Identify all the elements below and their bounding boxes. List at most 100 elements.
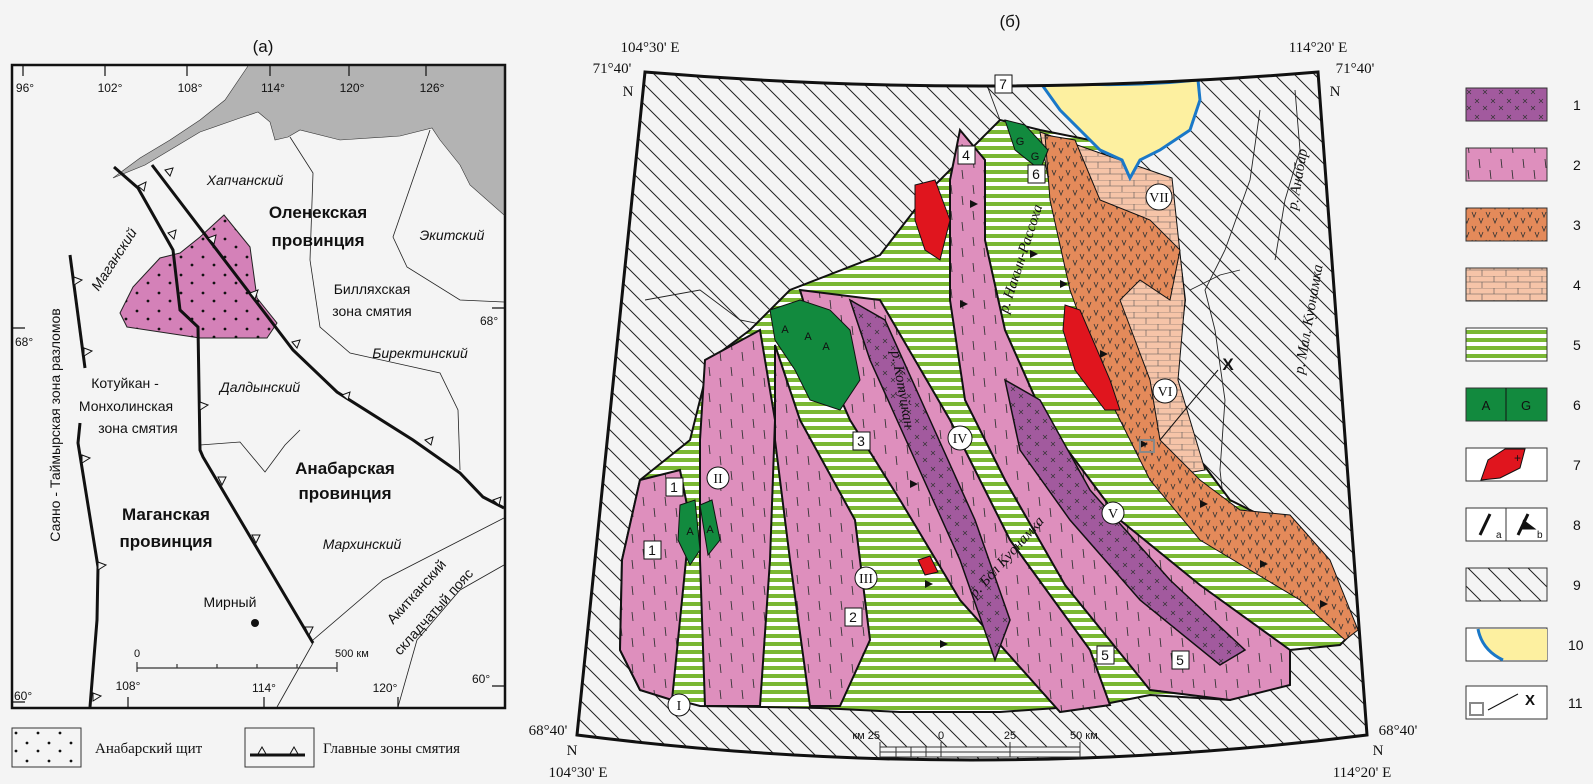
terrane-label: I [677, 699, 682, 714]
lat-tick-label: 60° [472, 672, 490, 686]
boxed-number: 5 [1176, 652, 1184, 668]
legend-number: 2 [1573, 157, 1581, 173]
label-daldynsky: Далдынский [218, 379, 301, 395]
boxed-number: 1 [670, 479, 678, 495]
unit-6-green-bodies [677, 119, 1049, 567]
label-olenek: Оленекская [269, 203, 367, 222]
boxed-number: 2 [849, 609, 857, 625]
legend-x: X [1525, 692, 1535, 709]
fault-icon [1478, 513, 1492, 536]
lon-tick-label: 108° [116, 679, 141, 693]
body-letter: A [804, 331, 812, 343]
coord-bl-n: N [567, 743, 578, 759]
sample-square-icon [1139, 439, 1155, 453]
scale-end: 500 км [335, 648, 369, 660]
lon-tick-label: 108° [178, 81, 203, 95]
terrane-label: III [859, 572, 873, 587]
legend-item-4: 4 [1465, 267, 1581, 302]
lon-tick-label: 126° [420, 81, 445, 95]
legend-item-9: 9 [1465, 567, 1581, 602]
terrane-VII: VII [1145, 183, 1173, 211]
terrane-label: IV [953, 432, 968, 447]
arrow-icon [1487, 693, 1519, 711]
body-letter: G [1031, 151, 1040, 163]
coord-br-lat: 68°40' [1379, 723, 1418, 739]
lon-tick-label: 102° [98, 81, 123, 95]
scale-mid: 25 [1004, 730, 1016, 742]
label-anabar: провинция [298, 484, 391, 503]
body-letter: A [822, 341, 830, 353]
label-olenek: провинция [271, 231, 364, 250]
boxed-number: 1 [648, 542, 656, 558]
boxed-unit-numbers: 7 4 6 3 1 1 2 5 5 [643, 74, 1190, 670]
boxed-number: 7 [999, 76, 1007, 92]
legend-number: 1 [1573, 97, 1581, 113]
coord-bl-lat: 68°40' [529, 723, 568, 739]
lon-labels-top: 96° 102° 108° 114° 120° 126° 108° 114° 1… [14, 81, 498, 703]
scale-zero: 0 [938, 730, 944, 742]
label-anabar: Анабарская [295, 459, 395, 478]
legend-item-5: 5 [1465, 327, 1581, 362]
terrane-IV: IV [947, 425, 973, 451]
legend-item-3: 3 [1465, 207, 1581, 242]
terrane-labels: I II III IV V VI VII [667, 183, 1178, 717]
scale-end: 50 км [1070, 730, 1098, 742]
lat-tick-label: 60° [14, 689, 32, 703]
label-magan: провинция [119, 532, 212, 551]
sample-location: X [1139, 355, 1234, 453]
legend-number: 6 [1573, 397, 1581, 413]
panel-a: (а) [10, 37, 507, 768]
legend-number: 10 [1568, 637, 1584, 653]
panel-a-frame [10, 63, 507, 710]
legend-number: 3 [1573, 217, 1581, 233]
map-frame [575, 70, 1369, 762]
legend-item-11: X 11 [1465, 685, 1583, 720]
sea-area [112, 65, 505, 216]
label-mirny: Мирный [204, 594, 257, 610]
legend-item-8: a b 8 [1465, 507, 1581, 542]
terrane-III: III [854, 566, 878, 590]
terrane-label: VII [1149, 191, 1169, 206]
shield-dots [120, 215, 277, 338]
lon-tick-label: 120° [373, 681, 398, 695]
coord-tl-n: N [623, 84, 634, 100]
legend-item-1: 1 [1465, 87, 1581, 122]
coord-tl-lat: 71°40' [593, 61, 632, 77]
label-birektinsky: Биректинский [372, 345, 468, 361]
thrust-teeth [73, 167, 502, 702]
body-letter: A [706, 524, 714, 536]
unit-3-orange-volcanics [1044, 134, 1359, 641]
terrane-II: II [706, 466, 730, 490]
boxed-number: 5 [1101, 647, 1109, 663]
legend-sub-b: b [1537, 530, 1543, 541]
body-letter: A [781, 324, 789, 336]
coord-br-lon: 114°20' E [1333, 765, 1392, 781]
lon-tick-label: 114° [252, 681, 276, 695]
scale-left: км 25 [852, 730, 880, 742]
graticule-ticks [12, 65, 505, 708]
label-markhinsky: Мархинский [323, 536, 402, 552]
label-ekitsky: Экитский [420, 227, 485, 243]
lon-tick-label: 114° [261, 81, 285, 95]
scale-bar: 0 500 км [134, 648, 369, 672]
boxed-number: 6 [1032, 166, 1040, 182]
panel-b: (б) [529, 12, 1418, 781]
unit-7-red-granites [914, 179, 1121, 576]
dots-pattern [14, 730, 79, 765]
terrane-I: I [667, 693, 691, 717]
legend-number: 4 [1573, 277, 1581, 293]
lat-tick-label: 68° [15, 335, 33, 349]
panel-a-legend: Анабарский щит Главные зоны смятия [11, 727, 460, 768]
mirny-city-dot [251, 619, 259, 627]
label-magan: Маганская [122, 505, 210, 524]
label-sayano-taimyr: Саяно - Таймырская зона разломов [47, 308, 63, 541]
body-letter: G [1016, 136, 1025, 148]
legend-item-2: 2 [1465, 147, 1581, 182]
legend-number: 11 [1568, 695, 1583, 711]
legend-item-10: 10 [1465, 627, 1584, 662]
boxed-number: 3 [857, 433, 865, 449]
unit-1-purple-granulite [848, 298, 1247, 666]
province-boundaries [199, 129, 505, 708]
panel-a-title: (а) [253, 37, 274, 56]
label-kotuykan: Монхолинская [79, 398, 173, 414]
